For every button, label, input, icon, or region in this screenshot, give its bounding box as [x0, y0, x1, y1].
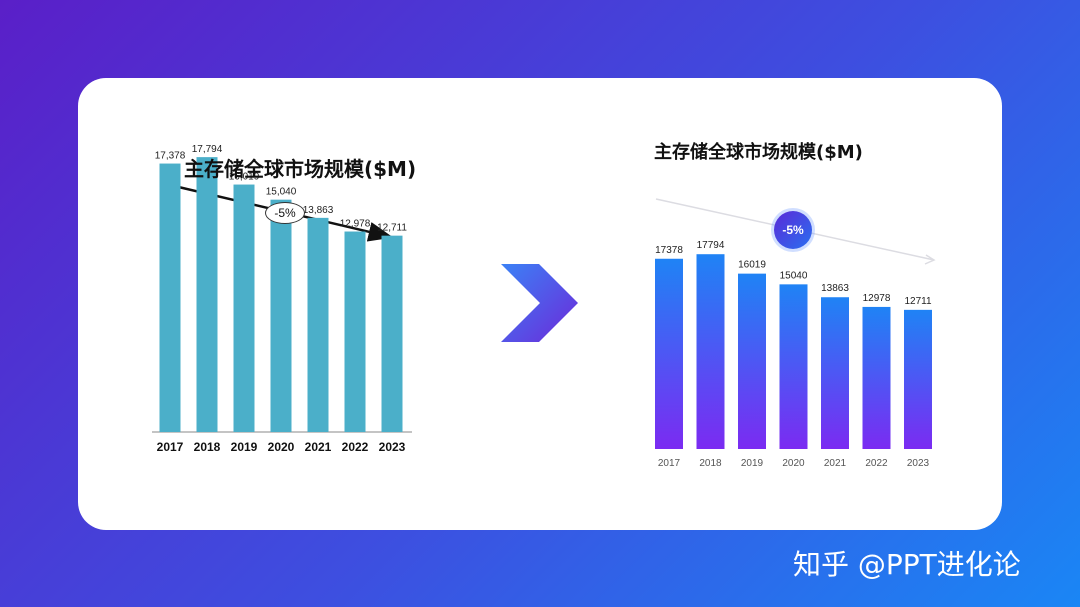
right-value-label-2021: 13863	[821, 283, 849, 294]
charts-canvas: 17,378 2017 17,794 2018 16,019 2019 15,040 2020…	[152, 144, 936, 469]
right-tick-label-2019: 2019	[741, 458, 764, 469]
right-change-badge: -5%	[774, 211, 812, 249]
right-tick-label-2018: 2018	[699, 458, 722, 469]
right-bar-2018	[696, 254, 725, 449]
right-bar-2017	[655, 258, 683, 449]
left-change-badge: -5%	[265, 202, 305, 224]
right-tick-label-2021: 2021	[824, 458, 847, 469]
left-value-label-2020: 15,040	[266, 187, 297, 198]
left-value-label-2017: 17,378	[155, 151, 186, 162]
left-value-label-2021: 13,863	[303, 205, 334, 216]
left-tick-label-2021: 2021	[305, 440, 332, 454]
left-tick-label-2020: 2020	[268, 440, 295, 454]
chevron-right-icon	[501, 264, 578, 342]
left-bar-2018	[196, 157, 218, 432]
right-value-label-2022: 12978	[863, 293, 891, 304]
left-bar-2020	[270, 199, 292, 432]
left-tick-label-2023: 2023	[379, 440, 406, 454]
left-chart-title: 主存储全球市场规模($M)	[184, 157, 417, 181]
left-value-label-2022: 12,978	[340, 219, 371, 230]
chart-card: 17,378 2017 17,794 2018 16,019 2019 15,040 2020…	[78, 78, 1002, 530]
left-value-label-2018: 17,794	[192, 144, 223, 155]
left-bar-2017	[159, 163, 181, 432]
right-bar-2021	[821, 297, 849, 449]
watermark-text: 知乎 @PPT进化论	[793, 548, 1021, 581]
right-tick-label-2020: 2020	[782, 458, 805, 469]
left-bar-2022	[344, 231, 366, 432]
left-value-label-2019: 16,019	[229, 172, 260, 183]
right-bar-2020	[779, 284, 808, 449]
right-tick-label-2022: 2022	[865, 458, 888, 469]
right-bar-2023	[904, 309, 932, 449]
right-value-label-2018: 17794	[697, 240, 725, 251]
right-value-label-2023: 12711	[904, 296, 932, 307]
left-tick-label-2022: 2022	[342, 440, 369, 454]
right-bar-2022	[862, 306, 891, 449]
left-tick-label-2019: 2019	[231, 440, 258, 454]
right-trend-arrowhead	[924, 254, 936, 265]
right-value-label-2020: 15040	[780, 270, 808, 281]
left-tick-label-2017: 2017	[157, 440, 184, 454]
right-value-label-2019: 16019	[738, 260, 766, 271]
left-value-label-2023: 12,711	[377, 223, 407, 234]
left-bar-2023	[381, 235, 403, 432]
left-bar-2019	[233, 184, 255, 432]
right-chart-title: 主存储全球市场规模($M)	[654, 142, 863, 163]
right-bar-2019	[738, 273, 766, 449]
left-bar-2021	[307, 217, 329, 432]
right-value-label-2017: 17378	[655, 245, 683, 256]
left-tick-label-2018: 2018	[194, 440, 221, 454]
right-tick-label-2017: 2017	[658, 458, 681, 469]
right-tick-label-2023: 2023	[907, 458, 930, 469]
